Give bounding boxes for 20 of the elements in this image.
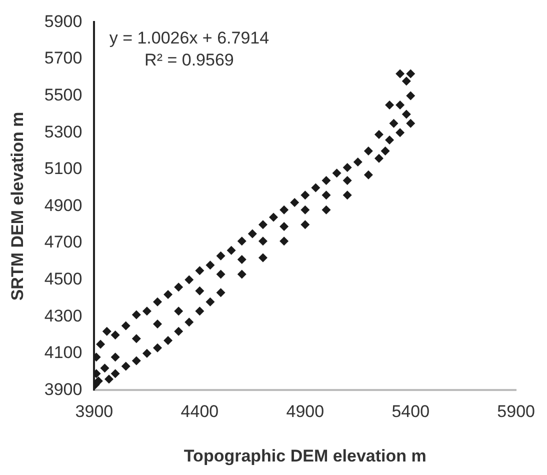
x-tick-label: 5900 — [497, 402, 536, 422]
y-axis-title: SRTM DEM elevation m — [8, 112, 27, 301]
y-tick-label: 5900 — [44, 12, 82, 31]
y-tick-label: 4900 — [44, 196, 82, 215]
y-tick-label: 4700 — [44, 232, 82, 252]
annotation: y = 1.0026x + 6.7914 — [109, 28, 270, 48]
y-tick-label: 4100 — [44, 343, 82, 362]
y-tick-label: 4300 — [44, 306, 82, 326]
y-tick-label: 5100 — [44, 159, 82, 178]
x-tick-label: 4400 — [180, 402, 219, 422]
x-axis-title: Topographic DEM elevation m — [184, 446, 426, 466]
y-tick-label: 3900 — [44, 380, 82, 399]
y-tick-label: 5700 — [44, 48, 82, 68]
x-tick-label: 5400 — [392, 402, 430, 422]
x-tick-label: 4900 — [286, 402, 324, 422]
y-tick-label: 5300 — [44, 122, 82, 142]
x-tick-label: 3900 — [75, 402, 114, 422]
y-tick-label: 4500 — [44, 269, 82, 288]
annotation: R² = 0.9569 — [144, 50, 234, 70]
y-tick-label: 5500 — [44, 85, 82, 104]
